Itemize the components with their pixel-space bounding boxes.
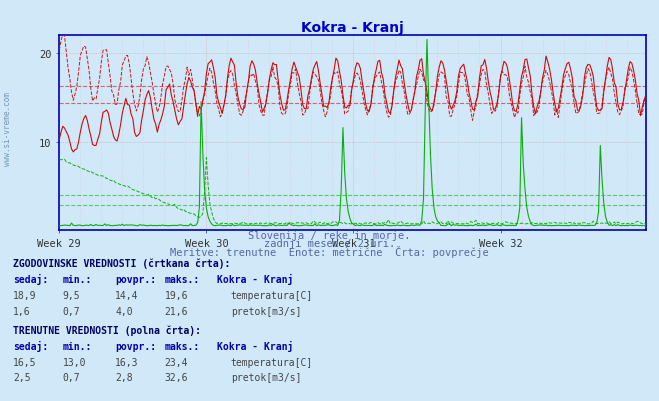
- Text: min.:: min.:: [63, 275, 92, 285]
- Text: 0,7: 0,7: [63, 306, 80, 316]
- Text: Slovenija / reke in morje.: Slovenija / reke in morje.: [248, 231, 411, 241]
- Text: pretok[m3/s]: pretok[m3/s]: [231, 373, 301, 383]
- Text: 0,7: 0,7: [63, 373, 80, 383]
- Text: temperatura[C]: temperatura[C]: [231, 357, 313, 367]
- Text: 16,5: 16,5: [13, 357, 37, 367]
- Text: 1,6: 1,6: [13, 306, 31, 316]
- Text: www.si-vreme.com: www.si-vreme.com: [3, 91, 13, 165]
- Text: TRENUTNE VREDNOSTI (polna črta):: TRENUTNE VREDNOSTI (polna črta):: [13, 325, 201, 335]
- Text: 2,5: 2,5: [13, 373, 31, 383]
- Text: maks.:: maks.:: [165, 275, 200, 285]
- Text: 32,6: 32,6: [165, 373, 188, 383]
- Text: 19,6: 19,6: [165, 291, 188, 301]
- Text: povpr.:: povpr.:: [115, 341, 156, 351]
- Text: 14,4: 14,4: [115, 291, 139, 301]
- Text: zadnji mesec / 2 uri.: zadnji mesec / 2 uri.: [264, 239, 395, 249]
- Text: Meritve: trenutne  Enote: metrične  Črta: povprečje: Meritve: trenutne Enote: metrične Črta: …: [170, 245, 489, 257]
- Text: maks.:: maks.:: [165, 341, 200, 351]
- Text: 16,3: 16,3: [115, 357, 139, 367]
- Text: sedaj:: sedaj:: [13, 274, 48, 285]
- Text: min.:: min.:: [63, 341, 92, 351]
- Text: 21,6: 21,6: [165, 306, 188, 316]
- Text: 18,9: 18,9: [13, 291, 37, 301]
- Text: 13,0: 13,0: [63, 357, 86, 367]
- Text: temperatura[C]: temperatura[C]: [231, 291, 313, 301]
- Text: 9,5: 9,5: [63, 291, 80, 301]
- Text: 2,8: 2,8: [115, 373, 133, 383]
- Text: sedaj:: sedaj:: [13, 340, 48, 351]
- Text: pretok[m3/s]: pretok[m3/s]: [231, 306, 301, 316]
- Text: Kokra - Kranj: Kokra - Kranj: [217, 340, 294, 351]
- Title: Kokra - Kranj: Kokra - Kranj: [301, 21, 404, 35]
- Text: 23,4: 23,4: [165, 357, 188, 367]
- Text: 4,0: 4,0: [115, 306, 133, 316]
- Text: Kokra - Kranj: Kokra - Kranj: [217, 274, 294, 285]
- Text: ZGODOVINSKE VREDNOSTI (črtkana črta):: ZGODOVINSKE VREDNOSTI (črtkana črta):: [13, 258, 231, 269]
- Text: povpr.:: povpr.:: [115, 275, 156, 285]
